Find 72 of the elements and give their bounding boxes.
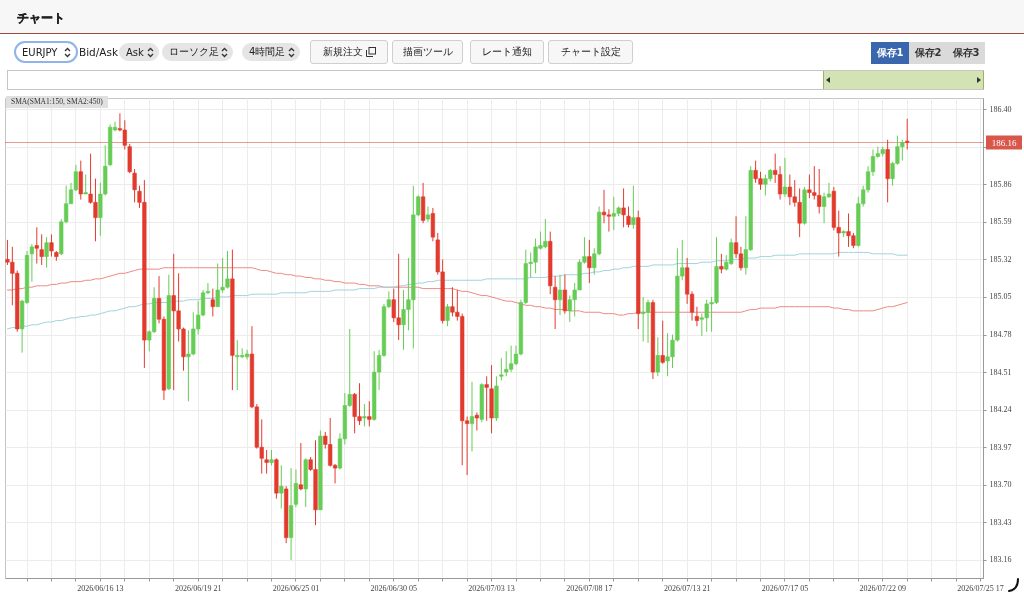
- chart-title: チャート: [17, 10, 65, 27]
- x-tick-label: 2026/06/30 05: [370, 583, 417, 593]
- candlestick: [244, 349, 250, 361]
- y-tick-label: 184.24: [989, 405, 1012, 415]
- y-tick-label: 186.40: [989, 104, 1012, 114]
- y-tick-label: 183.97: [989, 442, 1012, 452]
- x-tick-label: 2026/06/19 21: [174, 583, 222, 593]
- candlestick: [49, 233, 54, 258]
- y-tick-label: 185.86: [989, 179, 1012, 189]
- x-tick-label: 2026/07/25 17: [957, 583, 1004, 593]
- x-tick-label: 2026/07/13 21: [663, 583, 711, 593]
- y-tick-label: 183.43: [989, 517, 1012, 527]
- candlestick: [782, 157, 788, 198]
- x-tick-label: 2026/06/16 13: [77, 583, 124, 593]
- candlestick: [264, 449, 269, 475]
- candlestick: [362, 403, 367, 427]
- save-slot-tab: 保存3: [947, 42, 985, 64]
- candlestick: [645, 299, 651, 344]
- y-tick-label: 184.51: [989, 367, 1012, 377]
- candlestick: [367, 400, 372, 427]
- candlestick: [445, 303, 450, 327]
- candlestick: [34, 226, 39, 265]
- x-tick-label: 2026/07/22 09: [859, 583, 906, 593]
- x-tick-label: 2026/06/25 01: [272, 583, 320, 593]
- candlestick: [601, 189, 607, 224]
- candlestick: [655, 336, 660, 377]
- candlestick: [279, 464, 284, 509]
- y-tick-label: 184.78: [989, 330, 1012, 340]
- save-slot-tab: 保存1: [871, 42, 909, 64]
- y-tick-label: 183.70: [989, 480, 1012, 490]
- candlestick: [83, 174, 88, 195]
- candlestick: [660, 320, 665, 365]
- toolbar-button: レート通知: [470, 40, 544, 64]
- text: Bid/Ask: [79, 46, 119, 58]
- toolbar-button: 新規注文: [310, 40, 388, 64]
- y-tick-label: 183.16: [989, 555, 1012, 565]
- dropdown-select: EURJPY: [14, 41, 78, 63]
- candlestick: [132, 168, 137, 203]
- candlestick: [631, 185, 636, 230]
- candlestick: [421, 182, 426, 224]
- y-tick-label: 185.05: [989, 292, 1012, 302]
- candlestick: [587, 239, 592, 284]
- candlestick: [44, 236, 49, 269]
- candlestick: [210, 288, 215, 317]
- y-tick-label: 185.59: [989, 217, 1012, 227]
- candlestick: [484, 375, 489, 422]
- x-tick-label: 2026/07/03 13: [468, 583, 515, 593]
- y-tick-label: 185.32: [989, 254, 1012, 264]
- x-tick-label: 2026/07/08 17: [566, 583, 613, 593]
- candlestick: [425, 206, 431, 223]
- candlestick: [474, 411, 479, 432]
- toolbar-button: 描画ツール: [392, 40, 463, 64]
- candlestick: [562, 274, 568, 315]
- dropdown-select: Ask: [119, 43, 159, 61]
- candlestick: [719, 253, 724, 274]
- toolbar-button: チャート設定: [548, 40, 633, 64]
- candlestick: [905, 118, 910, 150]
- dropdown-select: 4時間足: [242, 43, 300, 61]
- candlestick: [641, 296, 646, 342]
- x-tick-label: 2026/07/17 05: [761, 583, 809, 593]
- candlestick: [777, 165, 783, 201]
- dropdown-select: ローソク足: [162, 43, 233, 61]
- candlestick: [39, 233, 44, 266]
- candlestick: [621, 187, 626, 228]
- candlestick: [78, 160, 83, 201]
- ref-line-label: 186.16: [991, 137, 1017, 148]
- candlestick: [499, 357, 504, 381]
- candlestick: [557, 274, 563, 316]
- candlestick: [469, 381, 475, 452]
- save-slot-tab: 保存2: [909, 42, 947, 64]
- candlestick: [626, 206, 631, 228]
- candlestick: [298, 442, 303, 491]
